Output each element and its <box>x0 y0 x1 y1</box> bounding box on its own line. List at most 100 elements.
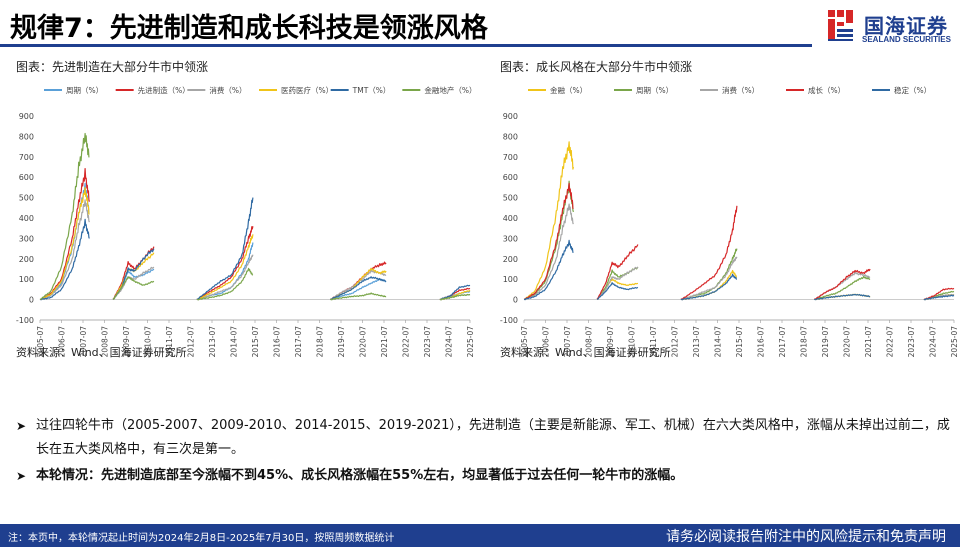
series-line <box>523 203 574 301</box>
series-line <box>39 218 90 301</box>
y-tick-label: 700 <box>503 153 518 162</box>
y-tick-label: 800 <box>19 132 34 141</box>
series-line <box>814 275 871 300</box>
footer-note: 注：本页中，本轮情况起止时间为2024年2月8日-2025年7月30日，按照周频… <box>8 533 395 544</box>
title-rule <box>0 44 812 47</box>
x-tick-label: 2011-07 <box>165 326 174 358</box>
y-tick-label: 800 <box>503 132 518 141</box>
x-tick-label: 2021-07 <box>864 326 873 358</box>
x-tick-label: 2020-07 <box>359 326 368 358</box>
x-tick-label: 2016-07 <box>757 326 766 358</box>
legend-label: 成长（%） <box>808 85 845 95</box>
x-tick-label: 2022-07 <box>402 326 411 358</box>
x-tick-label: 2008-07 <box>101 326 110 358</box>
series-line <box>39 132 90 300</box>
bullet-item-history: ➤ 过往四轮牛市（2005-2007、2009-2010、2014-2015、2… <box>12 414 957 462</box>
series-line <box>596 282 639 300</box>
bullet-text: 过往四轮牛市（2005-2007、2009-2010、2014-2015、201… <box>36 418 950 457</box>
series-line <box>814 268 871 300</box>
y-tick-label: 300 <box>19 234 34 243</box>
chart-panel-advanced-manufacturing: 图表：先进制造在大部分牛市中领涨 周期（%） 先进制造（%） 消费（%） 医药医疗（%… <box>8 52 478 362</box>
x-tick-label: 2023-07 <box>907 326 916 358</box>
legend-label: 医药医疗（%） <box>281 85 333 95</box>
y-tick-label: 900 <box>19 112 34 121</box>
x-tick-label: 2010-07 <box>144 326 153 358</box>
x-tick-label: 2025-07 <box>466 326 475 358</box>
legend-label: TMT（%） <box>352 86 391 95</box>
x-tick-label: 2017-07 <box>294 326 303 358</box>
y-tick-label: 400 <box>503 214 518 223</box>
series-line <box>112 266 155 300</box>
line-chart-advanced-manufacturing: 周期（%） 先进制造（%） 消费（%） 医药医疗（%） TMT（%） 金融地产（%） -10… <box>16 85 477 358</box>
company-logo: 国海证券 SEALAND SECURITIES <box>826 8 960 48</box>
bullet-text: 本轮情况：先进制造底部至今涨幅不到45%、成长风格涨幅在55%左右，均显著低于过… <box>36 468 684 483</box>
y-tick-label: 300 <box>503 234 518 243</box>
legend-label: 周期（%） <box>66 86 103 95</box>
chart-panel-growth-style: 图表：成长风格在大部分牛市中领涨 金融（%） 周期（%） 消费（%） 成长（%） 稳定（… <box>492 52 960 362</box>
series-line <box>330 276 387 300</box>
y-tick-label: 100 <box>503 275 518 284</box>
series-line <box>39 186 90 300</box>
series-line <box>524 182 574 300</box>
x-tick-label: 2013-07 <box>208 326 217 358</box>
x-tick-label: 2005-07 <box>520 326 529 358</box>
series-line <box>196 197 254 300</box>
arrow-bullet-icon: ➤ <box>16 469 27 483</box>
y-tick-label: 700 <box>19 153 34 162</box>
footer-disclaimer: 请务必阅读报告附注中的风险提示和免责声明 <box>666 529 946 545</box>
x-tick-label: 2015-07 <box>251 326 260 358</box>
x-tick-label: 2023-07 <box>423 326 432 358</box>
series-line <box>596 244 639 300</box>
series-line <box>39 167 90 300</box>
series-line <box>330 292 387 301</box>
legend-label: 周期（%） <box>636 86 673 95</box>
series-line <box>523 141 574 300</box>
x-tick-label: 2005-07 <box>36 326 45 358</box>
legend-label: 金融地产（%） <box>424 85 476 95</box>
x-tick-label: 2007-07 <box>563 326 572 358</box>
y-tick-label: -100 <box>500 316 518 325</box>
x-tick-label: 2018-07 <box>800 326 809 358</box>
x-tick-label: 2019-07 <box>821 326 830 358</box>
x-tick-label: 2006-07 <box>58 326 67 358</box>
x-tick-label: 2021-07 <box>380 326 389 358</box>
legend-label: 消费（%） <box>209 85 246 95</box>
arrow-bullet-icon: ➤ <box>16 419 27 433</box>
y-tick-label: 100 <box>19 275 34 284</box>
legend-label: 稳定（%） <box>894 85 931 95</box>
y-tick-label: 600 <box>503 173 518 182</box>
series-line <box>680 205 738 300</box>
x-tick-label: 2010-07 <box>628 326 637 358</box>
chart-source: 资料来源：Wind、国海证券研究所 <box>16 346 187 359</box>
page-header: 规律7：先进制造和成长科技是领涨风格 国海证券 SEALAND SECURITI… <box>0 0 960 48</box>
x-tick-label: 2015-07 <box>735 326 744 358</box>
series-line <box>680 269 737 301</box>
x-tick-label: 2007-07 <box>79 326 88 358</box>
series-line <box>196 254 254 301</box>
x-tick-label: 2011-07 <box>649 326 658 358</box>
x-tick-label: 2025-07 <box>950 326 959 358</box>
series-line <box>112 276 155 300</box>
series-line <box>196 234 254 300</box>
page-title: 规律7：先进制造和成长科技是领涨风格 <box>10 13 488 44</box>
series-line <box>523 239 574 301</box>
x-tick-label: 2016-07 <box>273 326 282 358</box>
y-tick-label: 200 <box>19 255 34 264</box>
y-tick-label: 500 <box>19 194 34 203</box>
chart-source: 资料来源：Wind、国海证券研究所 <box>500 346 671 359</box>
series-line <box>680 256 738 301</box>
x-tick-label: 2006-07 <box>542 326 551 358</box>
x-tick-label: 2020-07 <box>843 326 852 358</box>
y-tick-label: 600 <box>19 173 34 182</box>
series-line <box>196 267 254 301</box>
chart-caption: 图表：成长风格在大部分牛市中领涨 <box>500 60 693 74</box>
logo-english-name: SEALAND SECURITIES <box>862 35 951 44</box>
x-tick-label: 2012-07 <box>187 326 196 358</box>
sealand-logo-icon <box>828 10 853 41</box>
series-line <box>439 293 471 301</box>
chart-caption: 图表：先进制造在大部分牛市中领涨 <box>16 60 209 74</box>
x-tick-label: 2017-07 <box>778 326 787 358</box>
x-tick-label: 2024-07 <box>929 326 938 358</box>
x-tick-label: 2009-07 <box>122 326 131 358</box>
series-line <box>680 248 738 300</box>
